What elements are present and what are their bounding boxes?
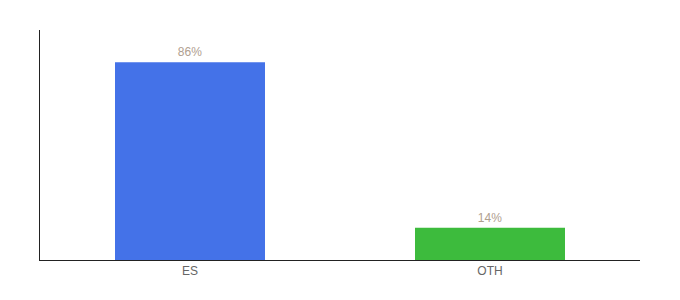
svg-text:86%: 86% (178, 45, 202, 59)
svg-text:ES: ES (182, 264, 198, 278)
svg-text:14%: 14% (478, 211, 502, 225)
svg-text:OTH: OTH (477, 264, 502, 278)
